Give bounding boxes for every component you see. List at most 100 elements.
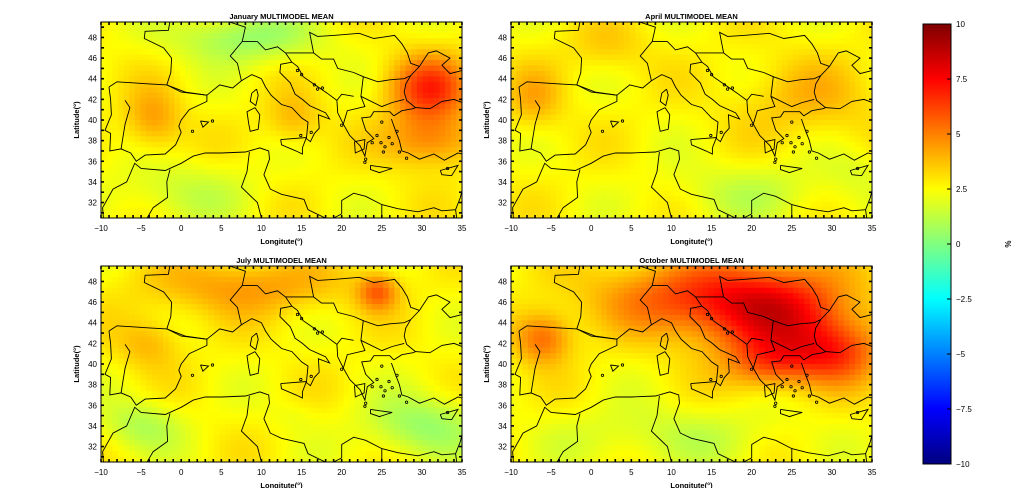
field-cell: [658, 136, 664, 142]
y-tick-label: 36: [498, 157, 507, 166]
field-cell: [804, 164, 810, 170]
field-cell: [776, 82, 782, 88]
field-cell: [697, 185, 703, 191]
field-cell: [219, 22, 225, 28]
field-cell: [855, 44, 861, 50]
field-cell: [214, 38, 220, 44]
field-cell: [511, 164, 517, 170]
field-cell: [517, 60, 523, 66]
field-cell: [556, 153, 562, 159]
field-cell: [169, 282, 175, 288]
field-cell: [231, 202, 237, 208]
field-cell: [377, 158, 383, 164]
field-cell: [451, 60, 457, 66]
field-cell: [545, 185, 551, 191]
field-cell: [135, 191, 141, 197]
field-cell: [584, 196, 590, 202]
field-cell: [861, 196, 867, 202]
field-cell: [265, 202, 271, 208]
field-cell: [528, 93, 534, 99]
field-cell: [663, 153, 669, 159]
field-cell: [338, 71, 344, 77]
field-cell: [349, 147, 355, 153]
field-cell: [276, 158, 282, 164]
field-cell: [321, 196, 327, 202]
field-cell: [534, 55, 540, 61]
field-cell: [118, 120, 124, 126]
field-cell: [725, 158, 731, 164]
field-cell: [315, 98, 321, 104]
field-cell: [697, 131, 703, 137]
field-cell: [629, 60, 635, 66]
field-cell: [383, 125, 389, 131]
field-cell: [451, 180, 457, 186]
field-cell: [838, 71, 844, 77]
field-cell: [304, 174, 310, 180]
field-cell: [259, 71, 265, 77]
field-cell: [821, 109, 827, 115]
field-cell: [573, 55, 579, 61]
field-cell: [759, 202, 765, 208]
field-cell: [759, 169, 765, 175]
field-cell: [338, 185, 344, 191]
field-cell: [861, 33, 867, 39]
field-cell: [124, 158, 130, 164]
field-cell: [607, 60, 613, 66]
field-cell: [613, 66, 619, 72]
field-cell: [833, 125, 839, 131]
field-cell: [112, 98, 118, 104]
field-cell: [539, 93, 545, 99]
field-cell: [579, 120, 585, 126]
field-cell: [169, 27, 175, 33]
field-cell: [315, 180, 321, 186]
field-cell: [517, 55, 523, 61]
field-cell: [315, 202, 321, 208]
field-cell: [219, 125, 225, 131]
field-cell: [522, 33, 528, 39]
field-cell: [214, 174, 220, 180]
field-cell: [731, 131, 737, 137]
field-cell: [697, 158, 703, 164]
field-cell: [112, 71, 118, 77]
field-cell: [203, 169, 209, 175]
field-cell: [522, 158, 528, 164]
field-cell: [219, 44, 225, 50]
field-cell: [838, 115, 844, 121]
field-cell: [383, 38, 389, 44]
field-cell: [641, 125, 647, 131]
field-cell: [231, 76, 237, 82]
field-cell: [417, 55, 423, 61]
field-cell: [282, 164, 288, 170]
field-cell: [219, 271, 225, 277]
field-cell: [140, 71, 146, 77]
field-cell: [406, 164, 412, 170]
field-cell: [112, 142, 118, 148]
field-cell: [754, 164, 760, 170]
field-cell: [579, 196, 585, 202]
field-cell: [451, 271, 457, 277]
field-cell: [675, 207, 681, 213]
field-cell: [754, 98, 760, 104]
field-cell: [821, 49, 827, 55]
field-cell: [180, 76, 186, 82]
field-cell: [579, 49, 585, 55]
field-cell: [596, 142, 602, 148]
field-cell: [248, 27, 254, 33]
x-tick-label: 35: [458, 224, 467, 233]
field-cell: [635, 66, 641, 72]
field-cell: [550, 131, 556, 137]
field-cell: [445, 66, 451, 72]
field-cell: [445, 202, 451, 208]
field-cell: [377, 60, 383, 66]
field-cell: [613, 55, 619, 61]
field-cell: [528, 174, 534, 180]
field-cell: [191, 282, 197, 288]
field-cell: [579, 158, 585, 164]
field-cell: [725, 136, 731, 142]
field-cell: [629, 196, 635, 202]
field-cell: [118, 22, 124, 28]
field-cell: [310, 87, 316, 93]
field-cell: [545, 136, 551, 142]
field-cell: [157, 164, 163, 170]
field-cell: [579, 115, 585, 121]
